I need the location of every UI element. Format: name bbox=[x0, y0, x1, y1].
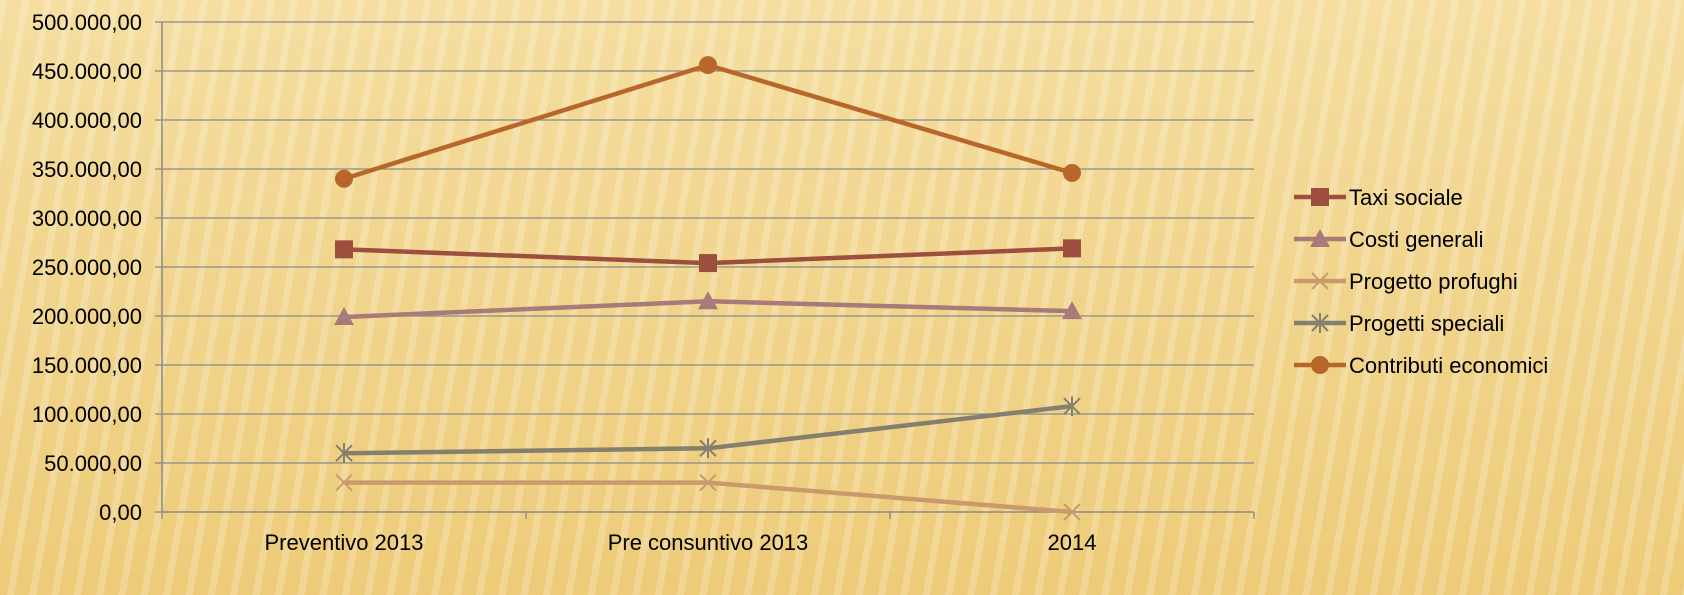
data-point bbox=[1063, 239, 1081, 258]
series-line bbox=[343, 62, 1073, 181]
y-tick-label: 50.000,00 bbox=[44, 451, 142, 476]
data-point bbox=[335, 169, 353, 188]
data-point bbox=[334, 306, 354, 325]
series-lines bbox=[334, 56, 1082, 521]
series-taxi-sociale bbox=[335, 239, 1081, 273]
data-point bbox=[1063, 396, 1081, 417]
y-axis-tick-labels: 0,00 50.000,00 100.000,00 150.000,00 200.000… bbox=[32, 10, 142, 525]
data-point bbox=[335, 240, 353, 259]
legend-item: Progetto profughi bbox=[1294, 269, 1518, 294]
legend-marker bbox=[1311, 313, 1329, 333]
gridlines bbox=[162, 21, 1254, 464]
y-tick-label: 400.000,00 bbox=[32, 108, 142, 133]
x-tick-label: 2014 bbox=[1048, 530, 1097, 555]
x-tick-label: Pre consuntivo 2013 bbox=[608, 530, 809, 555]
data-point bbox=[1062, 301, 1082, 320]
legend-item: Contributi economici bbox=[1294, 353, 1548, 378]
data-point bbox=[699, 473, 717, 492]
x-axis-tick-labels: Preventivo 2013 Pre consuntivo 2013 2014 bbox=[265, 530, 1097, 555]
legend-label: Taxi sociale bbox=[1349, 185, 1463, 210]
series-contributi-economici bbox=[335, 56, 1081, 188]
y-tick-label: 300.000,00 bbox=[32, 206, 142, 231]
series-progetti-speciali bbox=[335, 396, 1081, 464]
series-costi-generali bbox=[334, 291, 1082, 325]
x-tick-label: Preventivo 2013 bbox=[265, 530, 424, 555]
legend-item: Progetti speciali bbox=[1294, 311, 1504, 336]
legend-item: Taxi sociale bbox=[1294, 185, 1463, 210]
y-tick-label: 200.000,00 bbox=[32, 304, 142, 329]
y-tick-label: 350.000,00 bbox=[32, 157, 142, 182]
legend-label: Progetto profughi bbox=[1349, 269, 1518, 294]
legend-marker bbox=[1310, 229, 1330, 247]
series-line bbox=[344, 480, 1073, 515]
legend-label: Contributi economici bbox=[1349, 353, 1548, 378]
legend-label: Progetti speciali bbox=[1349, 311, 1504, 336]
data-point bbox=[699, 56, 717, 75]
legend: Taxi sociale Costi generali Progetto profu… bbox=[1294, 185, 1548, 378]
legend-label: Costi generali bbox=[1349, 227, 1484, 252]
y-tick-label: 250.000,00 bbox=[32, 255, 142, 280]
y-tick-label: 150.000,00 bbox=[32, 353, 142, 378]
legend-marker bbox=[1311, 272, 1329, 290]
legend-marker bbox=[1311, 356, 1329, 374]
legend-item: Costi generali bbox=[1294, 227, 1484, 252]
data-point bbox=[699, 438, 717, 459]
data-point bbox=[335, 443, 353, 464]
legend-marker bbox=[1311, 188, 1329, 206]
series-progetto-profughi bbox=[335, 473, 1081, 521]
data-point bbox=[1063, 503, 1081, 521]
data-point bbox=[1063, 163, 1081, 182]
data-point bbox=[698, 291, 718, 310]
y-tick-label: 0,00 bbox=[99, 500, 142, 525]
data-point bbox=[335, 473, 353, 492]
y-tick-label: 450.000,00 bbox=[32, 59, 142, 84]
y-tick-label: 100.000,00 bbox=[32, 402, 142, 427]
y-tick-label: 500.000,00 bbox=[32, 10, 142, 35]
data-point bbox=[699, 254, 717, 273]
